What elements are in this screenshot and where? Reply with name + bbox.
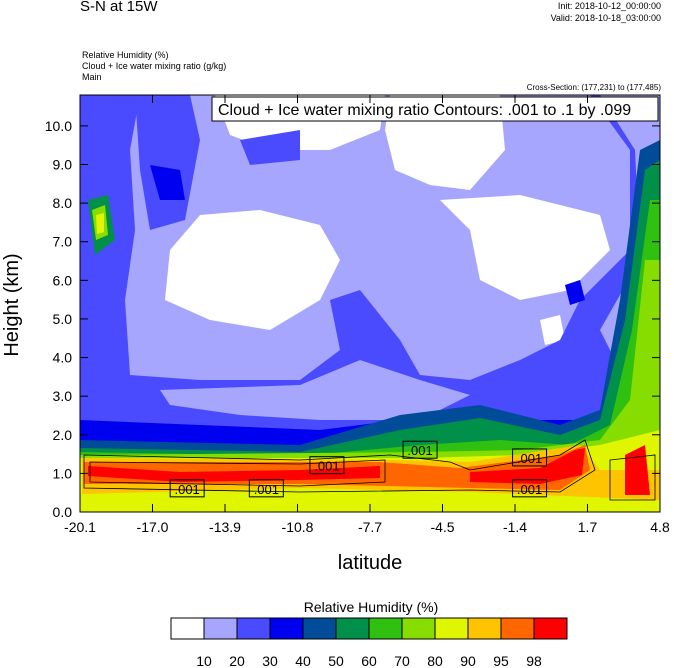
contour-label: .001 — [407, 443, 432, 458]
x-tick-label: -17.0 — [137, 519, 169, 535]
colorbar-swatch — [335, 617, 370, 640]
x-axis-label: latitude — [338, 552, 403, 574]
axes: -20.1 -17.0 -13.9 -10.8 -7.7 -4.5 -1.4 1.7 4.8 0.… — [45, 95, 670, 535]
contour-info-text: Cloud + Ice water mixing ratio Contours:… — [218, 102, 631, 119]
colorbar-swatch — [368, 617, 403, 640]
colorbar-swatch — [533, 617, 568, 640]
x-tick-label: -7.7 — [358, 519, 382, 535]
colorbar-level-label: 50 — [328, 653, 344, 668]
rh-20-30-region — [160, 360, 470, 420]
colorbar-level-label: 20 — [229, 653, 245, 668]
contour-label: .001 — [314, 459, 339, 474]
x-tick-label: -1.4 — [503, 519, 527, 535]
contour-label-box — [512, 479, 548, 498]
y-tick-label: 1.0 — [53, 465, 73, 481]
colorbar-level-label: 30 — [262, 653, 278, 668]
contour-label-box — [169, 479, 205, 498]
colorbar: 10 20 30 40 50 60 70 80 90 95 98 — [170, 617, 568, 668]
init-time: Init: 2018-10-12_00:00:00 — [557, 1, 661, 11]
rh-10-20-region — [440, 195, 610, 300]
rh-40-50-region — [150, 165, 185, 200]
colorbar-swatch — [401, 617, 436, 640]
rh-90-95-region — [96, 213, 104, 234]
contour-label: .001 — [254, 482, 279, 497]
colorbar-level-label: 70 — [394, 653, 410, 668]
colorbar-swatch — [434, 617, 469, 640]
y-tick-label: 2.0 — [53, 427, 73, 443]
x-tick-label: -10.8 — [282, 519, 314, 535]
cross-section-label: Cross-Section: (177,231) to (177,485) — [526, 83, 661, 92]
x-tick-label: -20.1 — [64, 519, 96, 535]
rh-10-20-region — [165, 210, 340, 330]
rh-40-50-region — [565, 280, 585, 305]
y-tick-label: 8.0 — [53, 195, 73, 211]
y-tick-label: 5.0 — [53, 311, 73, 327]
cloud-contour — [83, 439, 596, 493]
y-tick-label: 3.0 — [53, 388, 73, 404]
contour-info-box — [211, 96, 659, 122]
x-tick-label: -4.5 — [430, 519, 454, 535]
plot-title: S-N at 15W — [80, 0, 158, 15]
colorbar-swatch — [467, 617, 502, 640]
rh-98-region — [470, 448, 585, 484]
x-tick-label: 1.7 — [578, 519, 598, 535]
y-tick-label: 10.0 — [45, 118, 72, 134]
y-axis-label: Height (km) — [1, 253, 23, 356]
colorbar-level-label: 60 — [361, 653, 377, 668]
cloud-contour — [609, 454, 656, 501]
field-label-rh: Relative Humidity (%) — [82, 50, 169, 60]
contour-label: .001 — [517, 482, 542, 497]
colorbar-swatch — [170, 617, 205, 640]
rh-10-20-region — [540, 315, 565, 345]
cloud-contour — [89, 459, 386, 487]
rh-30-40-region — [240, 130, 300, 165]
y-tick-label: 0.0 — [53, 504, 73, 520]
colorbar-level-label: 95 — [493, 653, 509, 668]
contour-label-box — [309, 456, 345, 475]
contour-label: .001 — [517, 451, 542, 466]
colorbar-swatch — [269, 617, 304, 640]
x-tick-label: 4.8 — [650, 519, 670, 535]
rh-50-60-region — [80, 140, 660, 512]
valid-time: Valid: 2018-10-18_03:00:00 — [550, 13, 661, 23]
colorbar-swatch — [203, 617, 238, 640]
colorbar-swatch — [236, 617, 271, 640]
x-tick-label: -13.9 — [209, 519, 241, 535]
contour-label-box — [512, 448, 548, 467]
contour-label-box — [402, 440, 438, 459]
y-tick-label: 9.0 — [53, 157, 73, 173]
colorbar-level-label: 40 — [295, 653, 311, 668]
colorbar-swatch — [500, 617, 535, 640]
colorbar-level-label: 98 — [526, 653, 542, 668]
colorbar-swatch — [302, 617, 337, 640]
colorbar-level-label: 80 — [427, 653, 443, 668]
contour-label: .001 — [174, 482, 199, 497]
field-label-main: Main — [82, 72, 102, 82]
colorbar-title: Relative Humidity (%) — [304, 599, 439, 615]
y-tick-label: 6.0 — [53, 272, 73, 288]
y-tick-label: 4.0 — [53, 350, 73, 366]
colorbar-level-label: 10 — [196, 653, 212, 668]
field-label-cloud: Cloud + Ice water mixing ratio (g/kg) — [82, 61, 227, 71]
y-tick-label: 7.0 — [53, 234, 73, 250]
contour-labels: .001 .001 .001 .001 .001 .001 — [169, 440, 548, 498]
rh-field — [80, 95, 660, 512]
contour-label-box — [248, 479, 284, 498]
rh-98-region — [88, 466, 380, 482]
colorbar-level-label: 90 — [460, 653, 476, 668]
